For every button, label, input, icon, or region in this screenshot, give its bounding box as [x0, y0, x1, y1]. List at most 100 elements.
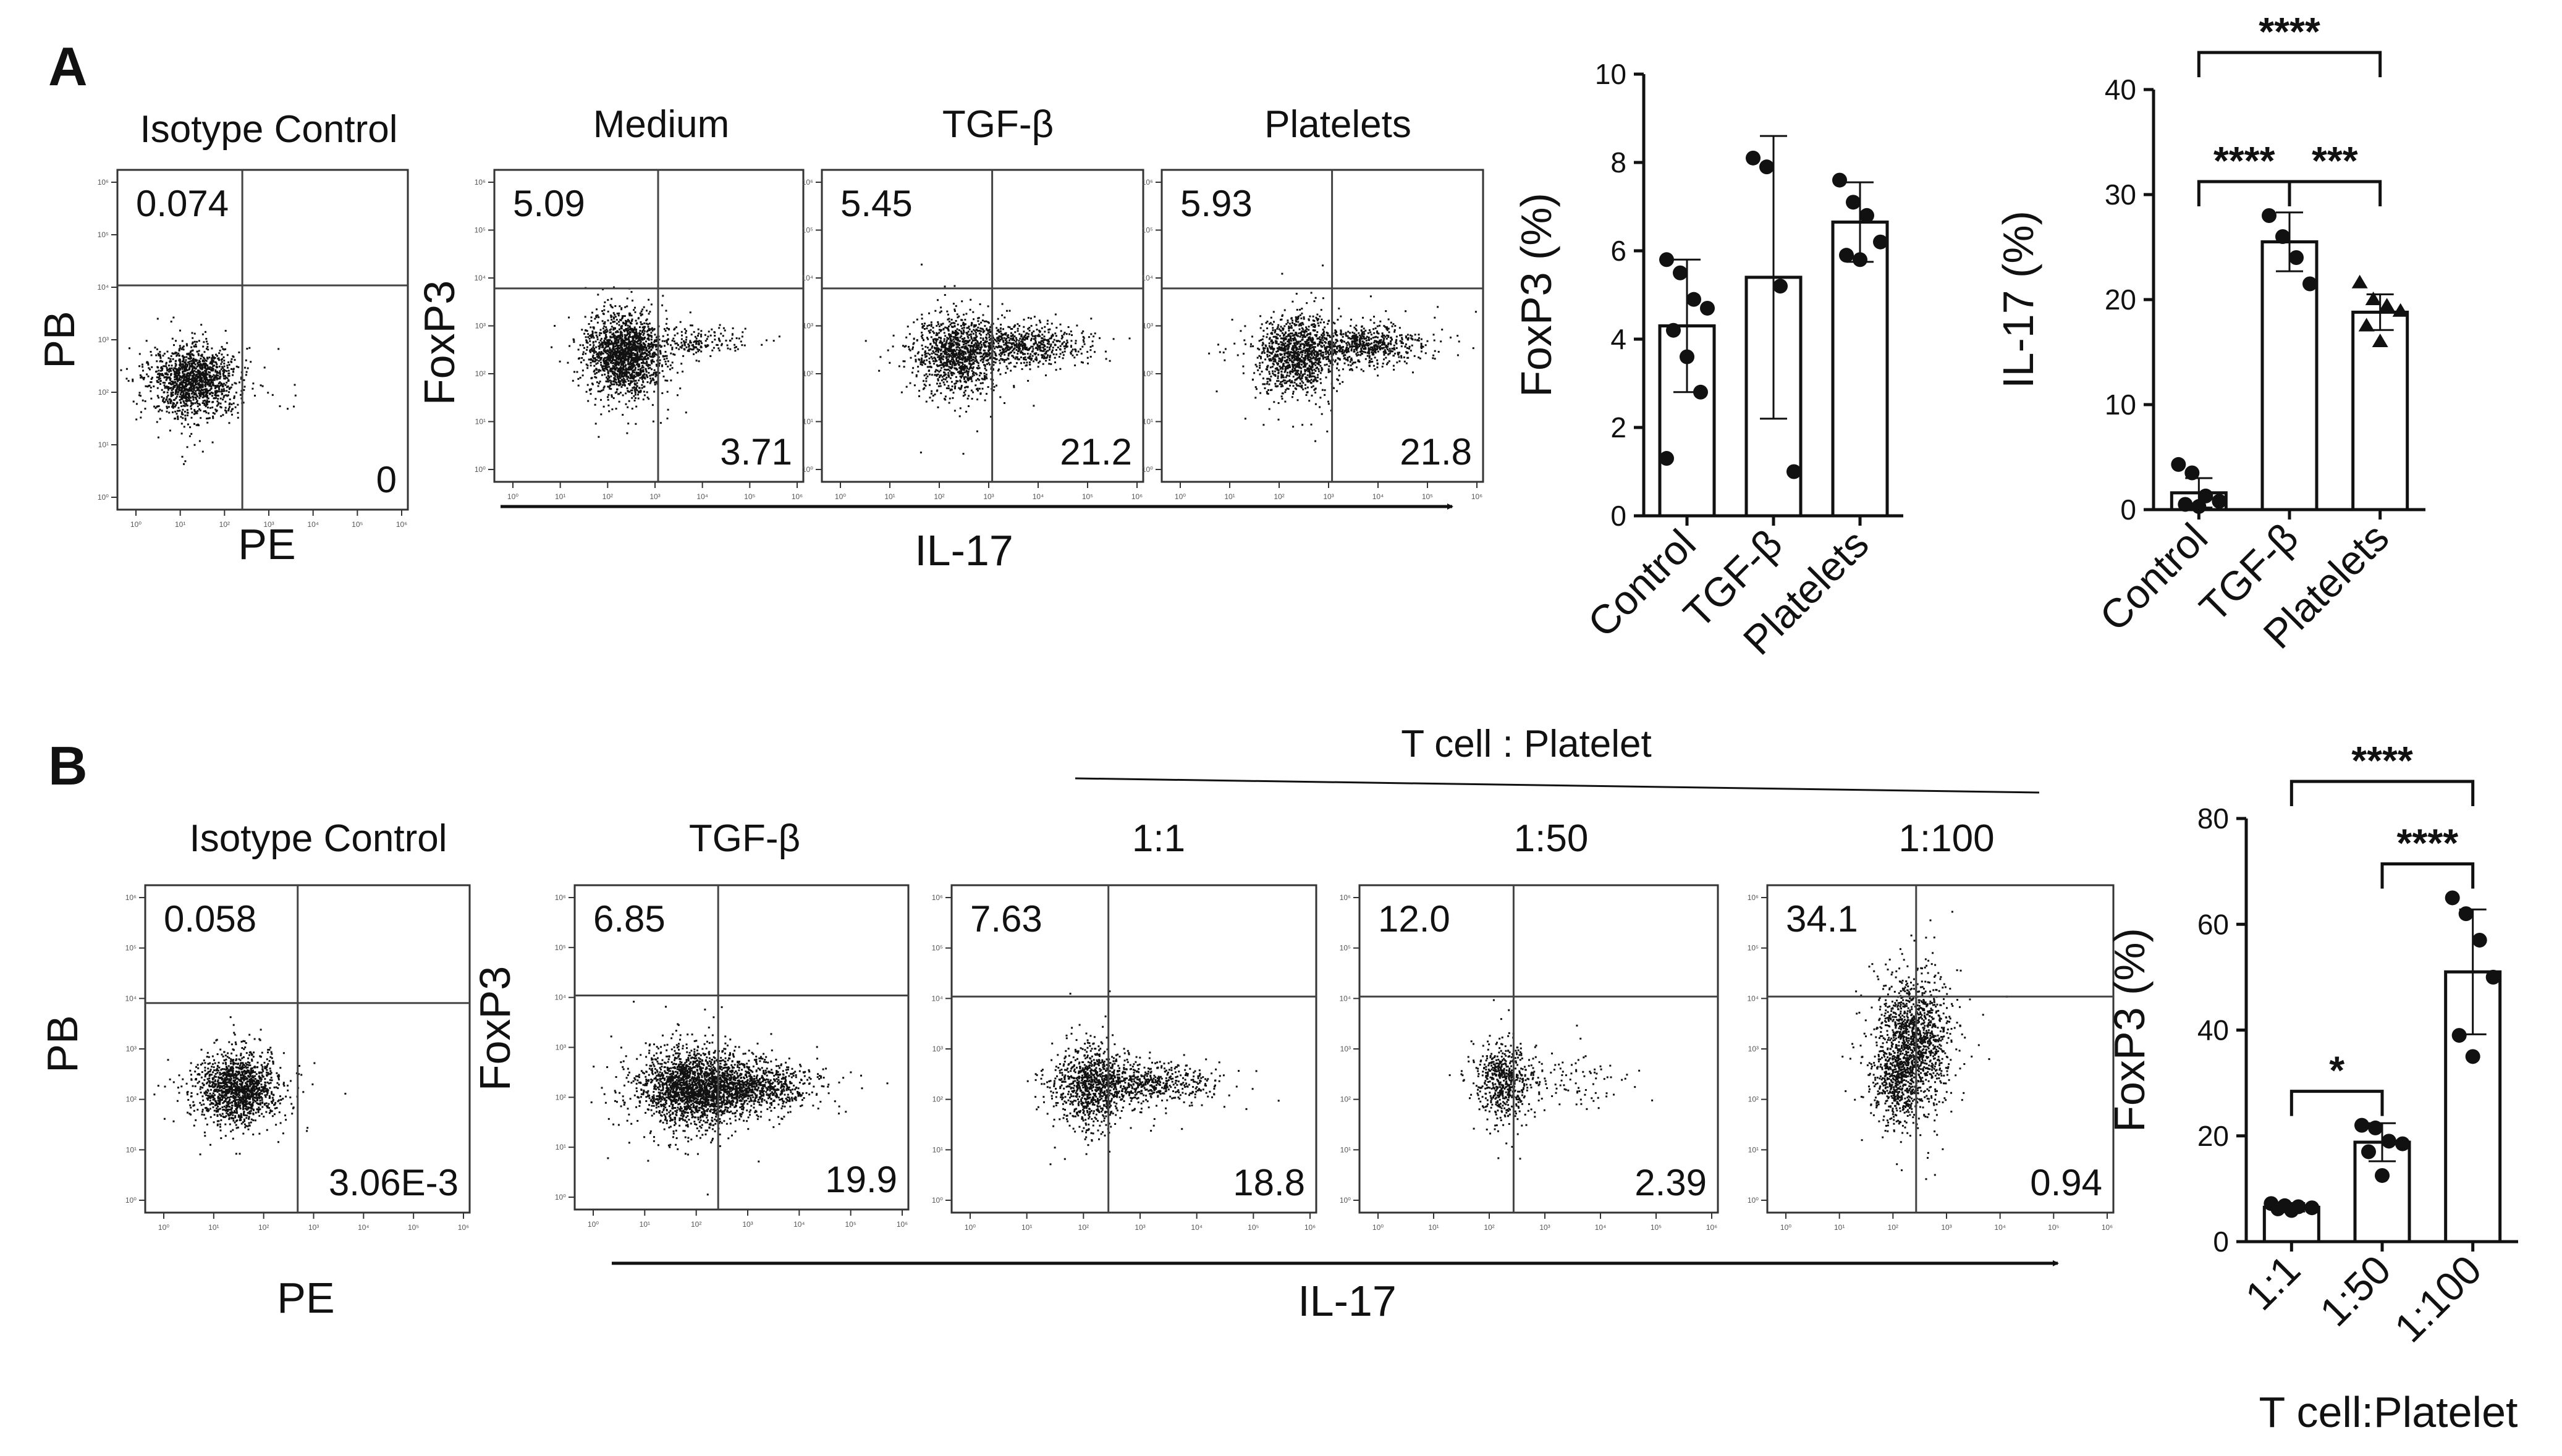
data-point	[2275, 229, 2290, 244]
flow-y-tick-label: 10⁴	[1141, 274, 1153, 282]
flow-x-tick-label: 10⁵	[1422, 492, 1433, 501]
flow-title: Isotype Control	[140, 108, 398, 151]
y-tick-label: 0	[1610, 500, 1626, 532]
flow-x-tick-label: 10⁶	[2102, 1223, 2113, 1232]
data-point	[2458, 906, 2474, 922]
flow-x-tick-label: 10⁶	[1471, 492, 1482, 501]
category-label: 1:100	[2385, 1247, 2490, 1351]
data-point	[2378, 298, 2395, 312]
flow-upper-left-value: 12.0	[1378, 898, 1450, 940]
flow-title-1-50: 1:50	[1514, 817, 1589, 860]
y-axis-label: FoxP3 (%)	[2105, 928, 2154, 1132]
flow-plot-platelets: 10⁰ 10⁰ 10¹ 10¹ 10² 10² 10³ 10³ 10⁴ 10⁴ 10⁵ 10⁵ 10⁶ 1…	[1141, 169, 1484, 501]
data-point	[2270, 1201, 2286, 1216]
flow-x-tick-label: 10⁴	[1994, 1223, 2006, 1232]
flow-x-tick-label: 10²	[934, 492, 944, 501]
flow-y-tick-label: 10⁶	[98, 178, 109, 187]
data-point	[2465, 1049, 2480, 1064]
y-tick-label: 8	[1610, 146, 1626, 179]
flow-x-tick-label: 10¹	[640, 1220, 650, 1229]
data-point	[1839, 248, 1854, 263]
flow-lower-right-value: 18.8	[1233, 1162, 1305, 1203]
flow-y-tick-label: 10⁶	[1748, 893, 1759, 902]
flow-x-tick-label: 10¹	[1224, 492, 1235, 501]
flow-x-tick-label: 10²	[258, 1223, 269, 1232]
flow-y-label: PB	[35, 311, 83, 368]
data-point	[1666, 322, 1681, 338]
flow-x-tick-label: 10⁶	[1131, 492, 1143, 501]
data-point	[1873, 234, 1888, 250]
data-point	[2451, 1028, 2467, 1043]
category-label: 1:1	[2236, 1247, 2309, 1319]
y-tick-label: 20	[2197, 1120, 2229, 1152]
data-point	[2304, 1200, 2320, 1216]
y-tick-label: 6	[1610, 235, 1626, 267]
data-point	[2375, 1168, 2390, 1183]
flow-x-tick-label: 10³	[1135, 1223, 1145, 1232]
flow-y-tick-label: 10⁶	[125, 893, 137, 902]
flow-y-tick-label: 10⁵	[1142, 226, 1153, 235]
flow-y-tick-label: 10¹	[1748, 1145, 1759, 1154]
flow-x-tick-label: 10³	[983, 492, 994, 501]
data-point	[2372, 334, 2388, 347]
significance-label: *	[2329, 1048, 2344, 1093]
flow-upper-left-value: 0.058	[164, 898, 256, 940]
x-axis-label: T cell:Platelet	[2259, 1388, 2518, 1436]
flow-x-label: IL-17	[915, 526, 1013, 574]
flow-x-tick-label: 10⁶	[458, 1223, 469, 1232]
flow-x-tick-label: 10⁴	[307, 520, 319, 529]
flow-x-tick-label: 10⁵	[744, 492, 755, 501]
flow-y-tick-label: 10¹	[126, 1145, 137, 1154]
flow-y-tick-label: 10²	[1143, 369, 1153, 378]
group-line	[1075, 777, 2040, 794]
flow-x-tick-label: 10⁰	[835, 492, 846, 501]
flow-y-tick-label: 10²	[475, 369, 486, 378]
y-tick-label: 10	[2105, 389, 2136, 421]
flow-lower-right-value: 3.71	[720, 431, 792, 473]
panel-letter-b: B	[48, 735, 88, 796]
flow-events	[590, 1001, 889, 1196]
significance-label: ****	[2259, 9, 2320, 54]
flow-lower-right-value: 19.9	[825, 1159, 897, 1200]
data-point	[1680, 349, 1694, 364]
flow-plot-1-100: 10⁰ 10⁰ 10¹ 10¹ 10² 10² 10³ 10³ 10⁴ 10⁴ 10⁵ 10⁵ 10⁶ 1…	[1747, 884, 2115, 1232]
flow-events	[1448, 999, 1654, 1160]
flow-x-tick-label: 10⁵	[408, 1223, 419, 1232]
flow-y-tick-label: 10⁰	[555, 1193, 566, 1201]
flow-events	[1208, 264, 1477, 442]
flow-y-tick-label: 10⁶	[555, 893, 566, 902]
flow-y-tick-label: 10³	[556, 1043, 566, 1052]
flow-x-tick-label: 10⁶	[897, 1220, 908, 1229]
flow-y-tick-label: 10²	[1748, 1095, 1759, 1104]
significance-bracket	[2197, 180, 2291, 206]
flow-x-label: PE	[238, 520, 295, 568]
flow-y-tick-label: 10³	[1340, 1045, 1351, 1053]
data-point	[1746, 150, 1761, 166]
data-point	[2392, 303, 2409, 317]
data-point	[1686, 292, 1701, 307]
flow-x-tick-label: 10⁰	[130, 520, 142, 529]
flow-x-tick-label: 10⁵	[352, 520, 363, 529]
flow-y-tick-label: 10⁴	[801, 274, 813, 282]
flow-y-label: FoxP3	[415, 280, 463, 405]
flow-x-tick-label: 10¹	[1834, 1223, 1845, 1232]
flow-lower-right-value: 3.06E-3	[329, 1162, 459, 1203]
significance-label: ***	[2312, 138, 2358, 183]
significance-bracket	[2289, 1090, 2384, 1116]
data-point	[2485, 969, 2501, 985]
significance-bracket	[2197, 51, 2382, 77]
data-point	[1773, 279, 1788, 294]
flow-x-tick-label: 10²	[1888, 1223, 1898, 1232]
flow-y-tick-label: 10⁵	[932, 944, 943, 953]
flow-frame	[144, 884, 471, 1214]
data-point	[1859, 208, 1874, 223]
flow-x-tick-label: 10⁰	[965, 1223, 976, 1232]
data-point	[2445, 890, 2460, 906]
flow-y-tick-label: 10⁰	[98, 493, 109, 502]
flow-y-tick-label: 10⁴	[554, 993, 566, 1002]
flow-y-tick-label: 10⁶	[1142, 178, 1153, 187]
flow-events	[120, 316, 297, 465]
y-tick-label: 80	[2197, 802, 2229, 835]
flow-plot-1-1: 10⁰ 10⁰ 10¹ 10¹ 10² 10² 10³ 10³ 10⁴ 10⁴ 10⁵ 10⁵ 10⁶ 1…	[931, 884, 1317, 1232]
